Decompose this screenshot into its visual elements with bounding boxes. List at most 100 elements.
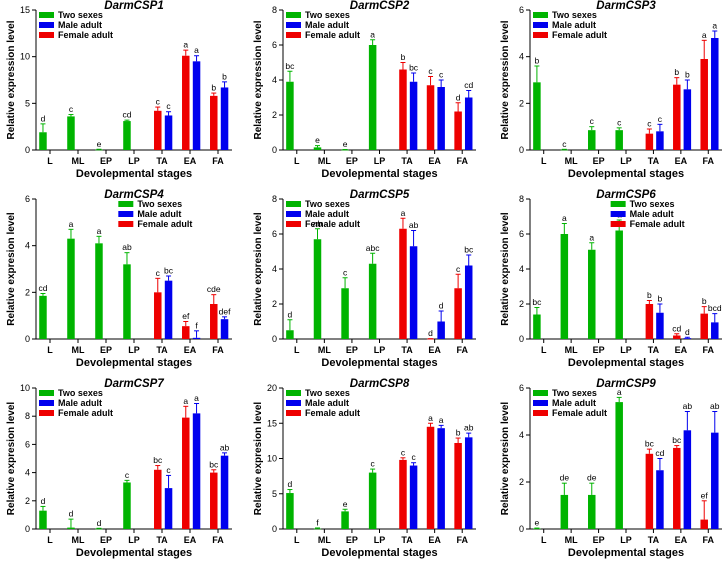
bar <box>437 321 445 339</box>
y-tick-label: 0 <box>519 334 524 344</box>
significance-label: c <box>562 139 567 149</box>
y-tick-label: 15 <box>267 418 277 428</box>
significance-label: b <box>401 52 406 62</box>
x-axis-label: Devolepmental stages <box>568 168 684 180</box>
y-tick-label: 10 <box>20 52 30 62</box>
y-tick-label: 2 <box>519 299 524 309</box>
y-tick-label: 0 <box>25 524 30 534</box>
legend-label: Male adult <box>58 398 102 408</box>
significance-label: c <box>617 117 622 127</box>
significance-label: a <box>617 387 622 397</box>
significance-label: cde <box>207 284 221 294</box>
significance-label: f <box>316 517 319 527</box>
legend-label: Two sexes <box>305 10 350 20</box>
bar <box>588 130 596 150</box>
bar <box>454 288 462 339</box>
significance-label: cd <box>122 110 131 120</box>
legend-swatch <box>610 211 626 217</box>
legend-label: Female adult <box>58 30 113 40</box>
bar <box>313 528 322 530</box>
x-tick-label: LP <box>128 535 140 545</box>
x-tick-label: LP <box>620 345 632 355</box>
bar <box>164 280 173 339</box>
legend-swatch <box>286 32 301 38</box>
x-tick-label: TA <box>401 345 413 355</box>
x-tick-label: L <box>294 345 300 355</box>
significance-label: cd <box>464 80 473 90</box>
bar <box>560 149 569 151</box>
significance-label: bcd <box>708 303 722 313</box>
x-tick-label: LP <box>620 156 632 166</box>
bar <box>711 38 719 150</box>
legend-swatch <box>286 211 301 217</box>
significance-label: d <box>97 518 102 528</box>
bar <box>656 312 664 339</box>
significance-label: cd <box>38 283 47 293</box>
x-axis-label: Devolepmental stages <box>321 168 437 180</box>
y-axis-label: Relative expresion level <box>500 212 511 326</box>
x-tick-label: EA <box>675 345 688 355</box>
x-tick-label: EA <box>675 535 688 545</box>
y-tick-label: 2 <box>25 496 30 506</box>
bar <box>615 130 623 150</box>
x-tick-label: FA <box>456 535 468 545</box>
bar <box>426 85 435 150</box>
y-tick-label: 4 <box>272 75 277 85</box>
legend-swatch <box>39 22 54 28</box>
significance-label: d <box>456 92 461 102</box>
significance-label: bc <box>409 63 419 73</box>
x-tick-label: TA <box>648 345 660 355</box>
x-tick-label: FA <box>212 345 224 355</box>
bar <box>533 82 541 150</box>
significance-label: bc <box>164 266 174 276</box>
y-tick-label: 15 <box>20 5 30 15</box>
significance-label: cd <box>672 323 681 333</box>
significance-label: c <box>647 119 652 129</box>
x-tick-label: TA <box>156 535 168 545</box>
x-tick-label: ML <box>565 345 578 355</box>
bar <box>615 402 623 529</box>
bar <box>286 81 294 150</box>
bar <box>220 87 229 150</box>
significance-label: cd <box>655 448 664 458</box>
significance-label: a <box>428 413 433 423</box>
significance-label: a <box>97 226 102 236</box>
x-tick-label: EP <box>593 156 605 166</box>
panel-title: DarmCSP2 <box>350 0 410 12</box>
chart-panel-2: DarmCSP2 0 2 4 6 8 Relative expression level L M… <box>253 0 476 180</box>
x-tick-label: EA <box>428 345 441 355</box>
panel-title: DarmCSP3 <box>596 0 656 12</box>
legend-swatch <box>39 12 54 18</box>
significance-label: ab <box>409 220 419 230</box>
x-tick-label: ML <box>318 156 331 166</box>
legend-swatch <box>286 390 301 396</box>
significance-label: a <box>69 219 74 229</box>
significance-label: a <box>401 208 406 218</box>
legend-swatch <box>286 410 301 416</box>
x-tick-label: L <box>541 156 547 166</box>
y-tick-label: 8 <box>519 194 524 204</box>
legend-swatch <box>533 410 548 416</box>
significance-label: c <box>343 267 348 277</box>
y-tick-label: 0 <box>25 334 30 344</box>
x-tick-label: FA <box>703 345 715 355</box>
significance-label: c <box>166 465 171 475</box>
significance-label: b <box>674 67 679 77</box>
significance-label: d <box>41 496 46 506</box>
significance-label: f <box>195 320 198 330</box>
bar <box>123 482 131 529</box>
bar <box>673 335 681 339</box>
legend-swatch <box>533 22 548 28</box>
legend-label: Two sexes <box>58 10 103 20</box>
x-tick-label: L <box>294 156 300 166</box>
y-tick-label: 2 <box>25 287 30 297</box>
x-tick-label: ML <box>565 156 578 166</box>
significance-label: c <box>125 470 130 480</box>
chart-panel-5: DarmCSP5 0 2 4 6 8 Relative expresion level L ML… <box>253 189 476 369</box>
x-tick-label: LP <box>374 345 386 355</box>
significance-label: a <box>183 40 188 50</box>
bar <box>286 493 294 529</box>
y-tick-label: 4 <box>25 241 30 251</box>
legend-label: Female adult <box>305 30 360 40</box>
